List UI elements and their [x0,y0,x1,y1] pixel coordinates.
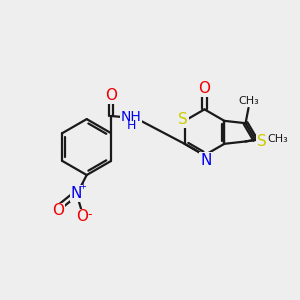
Text: N: N [71,186,82,201]
Text: CH₃: CH₃ [268,134,288,144]
Text: S: S [178,112,188,127]
Text: +: + [80,182,86,191]
Text: -: - [88,208,92,221]
Text: O: O [52,203,64,218]
Text: O: O [76,209,88,224]
Text: S: S [257,134,267,149]
Text: H: H [127,119,136,132]
Text: O: O [199,81,211,96]
Text: O: O [105,88,117,104]
Text: N: N [200,153,211,168]
Text: CH₃: CH₃ [238,96,259,106]
Text: NH: NH [121,110,141,124]
